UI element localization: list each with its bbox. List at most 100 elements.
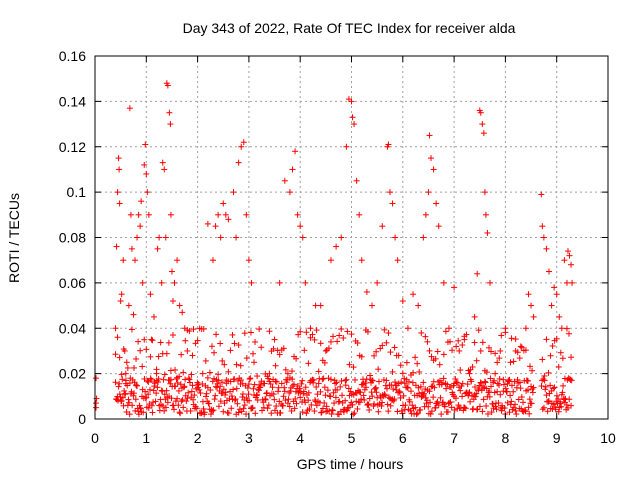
data-point [288,407,295,414]
data-point [518,394,525,401]
data-point [488,383,495,390]
data-point [441,403,448,410]
data-point [568,377,575,384]
data-point [471,313,478,320]
data-point [369,393,376,400]
data-point [189,382,196,389]
data-point [212,223,219,230]
data-point [219,357,226,364]
data-point [466,389,473,396]
data-point [386,189,393,196]
data-point [116,200,123,207]
data-point [273,403,280,410]
data-point [385,141,392,148]
data-point [471,339,478,346]
data-point [297,328,304,335]
data-point [516,379,523,386]
data-point [203,390,210,397]
data-point [365,401,372,408]
data-point [358,257,365,264]
data-point [130,392,137,399]
data-point [360,392,367,399]
data-point [475,327,482,334]
data-point [545,369,552,376]
data-point [215,211,222,218]
data-point [373,348,380,355]
data-point [225,216,232,223]
data-point [128,326,135,333]
data-point [391,396,398,403]
data-point [305,360,312,367]
data-point [494,359,501,366]
data-point [276,351,283,358]
data-point [217,383,224,390]
data-point [121,387,128,394]
data-point [538,383,545,390]
data-point [438,379,445,386]
chart-title: Day 343 of 2022, Rate Of TEC Index for r… [183,20,516,36]
data-point [561,257,568,264]
data-point [294,211,301,218]
data-point [383,385,390,392]
data-point [311,336,318,343]
data-point [351,376,358,383]
data-point [215,403,222,410]
x-axis-ticks: 0 1 2 3 4 5 6 7 8 9 10 [91,56,616,446]
data-point [566,396,573,403]
data-point [364,328,371,335]
data-point [339,392,346,399]
data-point [285,396,292,403]
y-tick-label: 0 [78,411,86,427]
data-point [329,406,336,413]
data-point [419,393,426,400]
data-point [93,375,100,382]
data-point [550,401,557,408]
data-point [163,387,170,394]
data-point [292,148,299,155]
data-point [427,399,434,406]
y-axis-label: ROTI / TECUs [6,193,22,283]
data-point [392,234,399,241]
data-point [418,329,425,336]
data-point [305,397,312,404]
data-point [275,384,282,391]
data-point [154,245,161,252]
data-point [399,370,406,377]
data-point [521,406,528,413]
data-point [139,363,146,370]
x-tick-label: 2 [194,430,202,446]
data-point [337,383,344,390]
data-point [476,403,483,410]
data-point [190,326,197,333]
data-point [477,109,484,116]
data-point [543,392,550,399]
data-point [328,411,335,418]
data-point [193,405,200,412]
data-point [241,330,248,337]
data-point [176,373,183,380]
data-point [540,404,547,411]
data-point [167,376,174,383]
data-point [426,132,433,139]
data-point [446,338,453,345]
data-point [276,279,283,286]
data-point [483,369,490,376]
data-point [409,402,416,409]
data-point [508,382,515,389]
data-point [134,234,141,241]
data-point [317,388,324,395]
data-point [305,389,312,396]
data-point [455,337,462,344]
x-tick-label: 3 [245,430,253,446]
data-point [528,400,535,407]
data-point [168,395,175,402]
data-point [143,170,150,177]
data-point [327,257,334,264]
data-point [258,344,265,351]
data-point [293,355,300,362]
data-point [156,234,163,241]
data-point [338,234,345,241]
x-tick-label: 1 [142,430,150,446]
data-point [210,407,217,414]
data-point [553,335,560,342]
